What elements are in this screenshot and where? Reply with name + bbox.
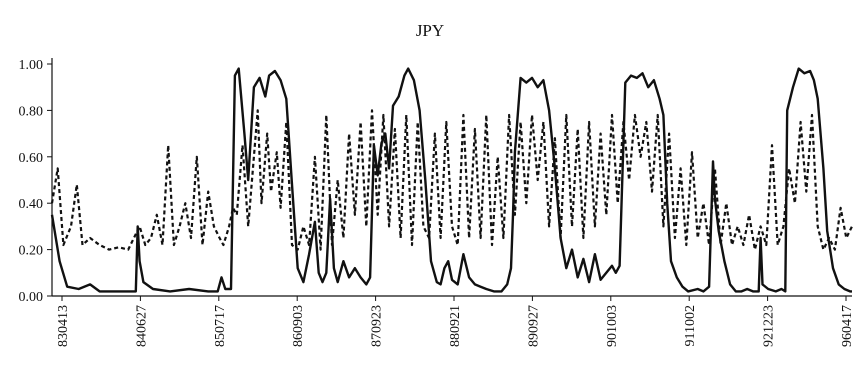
x-tick-label: 880921 xyxy=(448,305,463,347)
x-tick-label: 840627 xyxy=(134,305,149,347)
x-tick-label: 830413 xyxy=(56,305,71,347)
x-tick-label: 890927 xyxy=(526,305,541,347)
axes: 0.00 0.20 0.40 0.60 0.80 1.00 830413 840627 8507… xyxy=(19,58,855,347)
y-tick-label: 0.00 xyxy=(19,290,44,305)
x-tick-label: 901003 xyxy=(605,305,620,347)
series-layer xyxy=(50,67,853,293)
x-tick-label: 960417 xyxy=(840,305,855,347)
y-tick-label: 0.20 xyxy=(19,244,44,259)
y-tick-label: 0.40 xyxy=(19,197,44,212)
x-tick-label: 921223 xyxy=(762,305,777,347)
x-tick-label: 860903 xyxy=(291,305,306,347)
y-tick-label: 0.60 xyxy=(19,151,44,166)
x-tick-label: 850717 xyxy=(213,305,228,347)
x-tick-label: 911002 xyxy=(683,305,698,346)
y-tick-label: 0.80 xyxy=(19,104,44,119)
x-tick-label: 870923 xyxy=(370,305,385,347)
series-solid-line xyxy=(50,67,852,293)
y-tick-label: 1.00 xyxy=(19,58,44,73)
chart-title: JPY xyxy=(416,21,444,40)
series-dashed-line xyxy=(50,109,853,251)
